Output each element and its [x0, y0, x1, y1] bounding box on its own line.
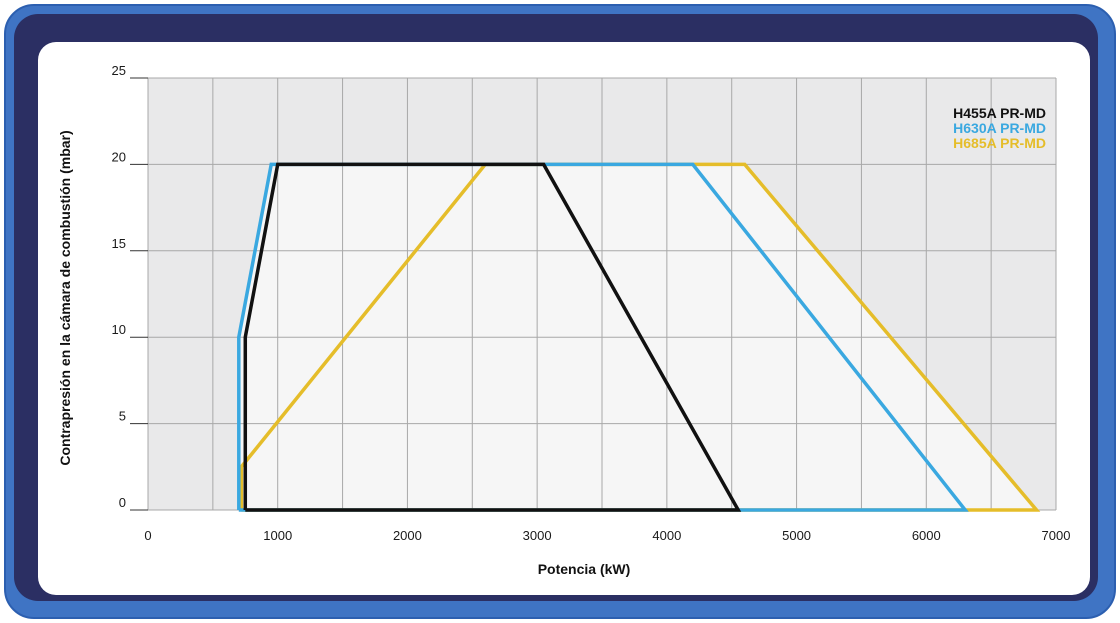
y-axis-label: Contrapresión en la cámara de combustión… [57, 130, 73, 465]
legend-entry: H630A PR-MD [953, 120, 1046, 136]
x-tick-label: 5000 [782, 528, 811, 543]
y-tick-label: 5 [119, 409, 126, 424]
y-tick-label: 25 [112, 63, 126, 78]
y-tick-label: 15 [112, 236, 126, 251]
x-tick-label: 6000 [912, 528, 941, 543]
x-tick-label: 1000 [263, 528, 292, 543]
chart-panel: 0 1000 2000 3000 4000 5000 6000 7000 0 5 10 15 20 25 … [38, 42, 1090, 595]
x-tick-label: 7000 [1042, 528, 1071, 543]
x-tick-label: 0 [144, 528, 151, 543]
series-lines [237, 162, 1041, 512]
x-tick-label: 4000 [652, 528, 681, 543]
x-axis-label: Potencia (kW) [538, 561, 631, 577]
x-tick-label: 3000 [523, 528, 552, 543]
legend-entry: H685A PR-MD [953, 135, 1046, 151]
series-line-0 [243, 162, 742, 512]
axes: 0 1000 2000 3000 4000 5000 6000 7000 0 5 10 15 20 25 [112, 63, 1071, 543]
x-tick-label: 2000 [393, 528, 422, 543]
y-tick-label: 20 [112, 149, 126, 164]
chart-svg: 0 1000 2000 3000 4000 5000 6000 70000510152025 … [57, 63, 1071, 577]
y-tick-label: 0 [119, 495, 126, 510]
y-tick-label: 10 [112, 322, 126, 337]
legend-entry: H455A PR-MD [953, 105, 1046, 121]
